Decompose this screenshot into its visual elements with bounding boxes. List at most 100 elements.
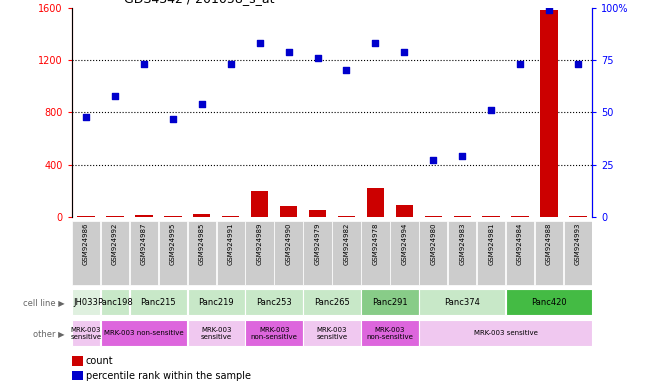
Bar <box>135 215 152 217</box>
Point <box>225 61 236 67</box>
Bar <box>275 222 303 285</box>
Text: MRK-003
non-sensitive: MRK-003 non-sensitive <box>367 327 413 339</box>
Text: GSM924983: GSM924983 <box>459 223 465 265</box>
Text: Panc215: Panc215 <box>141 298 176 307</box>
Point <box>457 153 467 159</box>
Bar <box>77 216 95 217</box>
Text: GSM924990: GSM924990 <box>286 223 292 265</box>
Text: GSM924982: GSM924982 <box>344 223 350 265</box>
Bar <box>569 216 587 217</box>
Bar <box>101 290 129 315</box>
Bar <box>396 205 413 217</box>
Point <box>573 61 583 67</box>
Bar <box>454 216 471 217</box>
Text: GSM924989: GSM924989 <box>256 223 262 265</box>
Bar <box>303 290 361 315</box>
Bar <box>419 222 447 285</box>
Bar <box>419 290 505 315</box>
Bar <box>101 320 187 346</box>
Text: GSM924992: GSM924992 <box>112 223 118 265</box>
Bar <box>512 216 529 217</box>
Text: GSM924978: GSM924978 <box>372 223 378 265</box>
Text: GSM924979: GSM924979 <box>314 223 320 265</box>
Bar <box>130 222 158 285</box>
Bar <box>338 216 355 217</box>
Bar <box>361 222 389 285</box>
Text: GSM924986: GSM924986 <box>83 223 89 265</box>
Bar <box>187 290 245 315</box>
Point <box>283 48 294 55</box>
Text: GSM924988: GSM924988 <box>546 223 552 265</box>
Text: Panc374: Panc374 <box>444 298 480 307</box>
Bar <box>477 222 505 285</box>
Bar <box>193 214 210 217</box>
Text: GSM924987: GSM924987 <box>141 223 147 265</box>
Point <box>370 40 381 46</box>
Bar <box>390 222 419 285</box>
Text: MRK-003
sensitive: MRK-003 sensitive <box>70 327 102 339</box>
Point <box>81 113 91 119</box>
Point <box>399 48 409 55</box>
Bar <box>535 222 563 285</box>
Bar <box>72 290 100 315</box>
Bar <box>419 320 592 346</box>
Text: Panc253: Panc253 <box>256 298 292 307</box>
Point <box>255 40 265 46</box>
Text: GSM924984: GSM924984 <box>517 223 523 265</box>
Bar <box>251 191 268 217</box>
Text: JH033: JH033 <box>74 298 98 307</box>
Text: cell line ▶: cell line ▶ <box>23 298 65 307</box>
Text: count: count <box>86 356 113 366</box>
Text: GSM924985: GSM924985 <box>199 223 205 265</box>
Text: Panc265: Panc265 <box>314 298 350 307</box>
Point <box>168 116 178 122</box>
Text: GSM924993: GSM924993 <box>575 223 581 265</box>
Bar <box>361 320 419 346</box>
Bar <box>332 222 361 285</box>
Bar <box>367 188 384 217</box>
Text: GSM924980: GSM924980 <box>430 223 436 265</box>
Text: Panc219: Panc219 <box>199 298 234 307</box>
Text: GSM924994: GSM924994 <box>402 223 408 265</box>
Bar <box>187 222 216 285</box>
Text: MRK-003
sensitive: MRK-003 sensitive <box>316 327 348 339</box>
Text: MRK-003
non-sensitive: MRK-003 non-sensitive <box>251 327 298 339</box>
Text: Panc291: Panc291 <box>372 298 408 307</box>
Text: MRK-003 sensitive: MRK-003 sensitive <box>474 330 538 336</box>
Text: other ▶: other ▶ <box>33 329 65 338</box>
Text: MRK-003 non-sensitive: MRK-003 non-sensitive <box>104 330 184 336</box>
Text: GSM924995: GSM924995 <box>170 223 176 265</box>
Text: Panc198: Panc198 <box>97 298 133 307</box>
Bar <box>164 216 182 217</box>
Point <box>486 107 496 113</box>
Bar <box>222 216 240 217</box>
Bar <box>72 222 100 285</box>
Point <box>428 157 439 164</box>
Bar <box>245 290 303 315</box>
Bar <box>280 207 298 217</box>
Bar <box>564 222 592 285</box>
Bar <box>361 290 419 315</box>
Bar <box>245 222 274 285</box>
Bar <box>187 320 245 346</box>
Point <box>515 61 525 67</box>
Bar <box>159 222 187 285</box>
Bar <box>309 210 326 217</box>
Bar <box>217 222 245 285</box>
Point <box>110 93 120 99</box>
Bar <box>245 320 303 346</box>
Bar <box>540 10 558 217</box>
Point <box>341 68 352 74</box>
Bar <box>303 222 332 285</box>
Bar <box>106 216 124 217</box>
Bar <box>72 320 100 346</box>
Bar <box>482 216 500 217</box>
Text: GSM924981: GSM924981 <box>488 223 494 265</box>
Bar <box>101 222 129 285</box>
Point <box>197 101 207 107</box>
Text: GSM924991: GSM924991 <box>228 223 234 265</box>
Text: percentile rank within the sample: percentile rank within the sample <box>86 371 251 381</box>
Point <box>139 61 149 67</box>
Text: MRK-003
sensitive: MRK-003 sensitive <box>201 327 232 339</box>
Text: GDS4342 / 201058_s_at: GDS4342 / 201058_s_at <box>124 0 274 5</box>
